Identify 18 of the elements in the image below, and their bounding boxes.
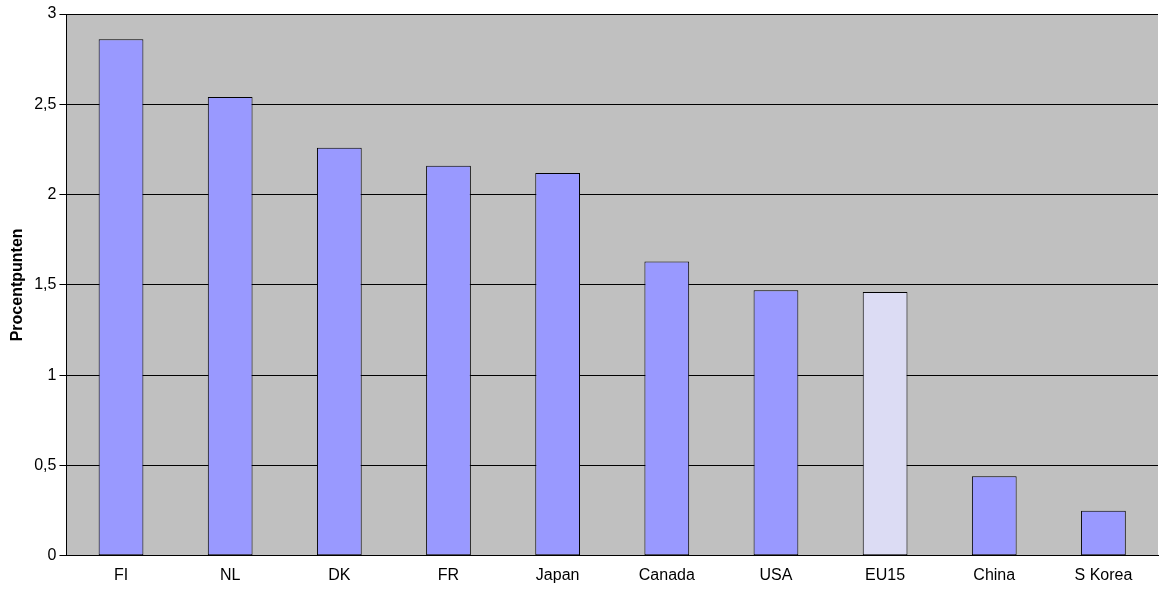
y-tick-label: 3 (47, 4, 57, 22)
x-tick-label: Japan (535, 565, 580, 583)
y-tick-label: 2,5 (34, 94, 57, 112)
y-tick-label: 1,5 (34, 275, 57, 293)
x-tick-label: S Korea (1074, 565, 1133, 583)
x-tick-label: FR (437, 565, 460, 583)
y-tick-label: 0,5 (34, 455, 57, 473)
x-tick-label: FI (113, 565, 129, 583)
x-tick-label: China (973, 565, 1016, 583)
x-tick-label: Canada (638, 565, 695, 583)
x-tick-label: EU15 (865, 565, 906, 583)
x-tick-label: DK (328, 565, 351, 583)
x-tick-label: NL (219, 565, 241, 583)
y-axis-title: Procentpunten (8, 228, 26, 342)
y-tick-label: 0 (47, 546, 57, 564)
y-tick-label: 2 (47, 185, 57, 203)
y-tick-label: 1 (47, 365, 57, 383)
x-tick-label: USA (759, 565, 793, 583)
